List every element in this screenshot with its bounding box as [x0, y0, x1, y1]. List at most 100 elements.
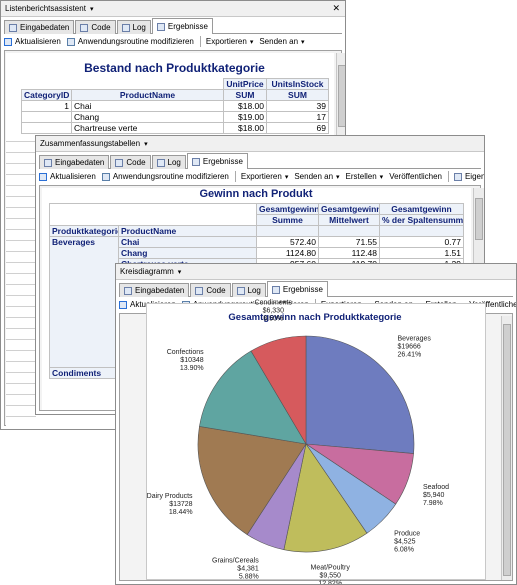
- data-cell: $18.00: [223, 122, 267, 134]
- toolbar-button[interactable]: Anwendungsroutine modifizieren: [66, 37, 194, 46]
- grid-line: [6, 240, 36, 241]
- tab[interactable]: Log: [231, 283, 266, 297]
- data-cell: 572.40: [256, 236, 319, 248]
- dropdown-arrow[interactable]: ▾: [89, 6, 94, 13]
- slice-label: 5.88%: [239, 574, 259, 581]
- button-label: Anwendungsroutine modifizieren: [112, 172, 229, 181]
- grid-line: [6, 350, 36, 351]
- data-cell: 1: [21, 100, 72, 112]
- report-title: Bestand nach Produktkategorie: [84, 61, 265, 75]
- report-table: UnitPrice UnitsInStock CategoryID ProductNa…: [21, 78, 329, 134]
- grid-line: [6, 251, 36, 252]
- header-row: Gesamtgewinn Gesamtgewinn Gesamtgewinn: [49, 203, 464, 226]
- separator: [199, 36, 201, 47]
- header-cell: Gesamtgewinn: [256, 203, 319, 215]
- dropdown-arrow: ▾: [301, 38, 305, 46]
- toolbar-button[interactable]: Eigenschaften: [453, 172, 484, 181]
- button-label: Aktualisieren: [15, 37, 61, 46]
- tab-label: Ergebnisse: [167, 22, 208, 31]
- dropdown-arrow: ▾: [379, 173, 384, 181]
- tab[interactable]: Eingabedaten: [119, 283, 190, 297]
- tab[interactable]: Code: [110, 155, 151, 169]
- tab-icon: [156, 22, 165, 31]
- tab-icon: [9, 23, 17, 32]
- slice-label: Produce: [394, 530, 420, 537]
- slice-label: $19666: [397, 343, 420, 350]
- dropdown-arrow: ▾: [336, 173, 340, 181]
- tab[interactable]: Code: [190, 283, 231, 297]
- dropdown-arrow[interactable]: ▾: [177, 269, 182, 276]
- chart-title: Gesamtgewinn nach Produktkategorie: [228, 312, 401, 323]
- grid-line: [6, 207, 36, 208]
- header-cell: Gesamtgewinn: [318, 203, 380, 215]
- grid-line: [6, 174, 36, 175]
- tab[interactable]: Log: [151, 155, 186, 169]
- header-row: Produktkategorie ProductName: [49, 225, 464, 237]
- slice-label: Dairy Products: [147, 493, 193, 500]
- grid-line: [6, 185, 36, 186]
- tab[interactable]: Eingabedaten: [4, 20, 75, 34]
- window: Kreisdiagramm ▾ Eingabedaten Code Log Ergebni…: [115, 263, 517, 585]
- slice-label: $5,940: [423, 492, 445, 499]
- slice-label: 6.08%: [394, 546, 414, 553]
- button-label: Senden an: [294, 172, 334, 181]
- data-cell: 71.55: [318, 236, 380, 248]
- data-cell: Chartreuse verte: [71, 122, 224, 134]
- button-label: Anwendungsroutine modifizieren: [77, 37, 194, 46]
- pie-slice: [283, 443, 368, 553]
- dropdown-arrow[interactable]: ▾: [144, 141, 148, 148]
- toolbar-button[interactable]: Senden an▾: [259, 37, 304, 46]
- toolbar-button[interactable]: Veröffentlichen: [469, 300, 517, 309]
- toolbar-button[interactable]: Senden an▾: [294, 172, 339, 181]
- tab-label: Log: [247, 286, 261, 295]
- data-cell: 69: [266, 122, 329, 134]
- toolbar-button[interactable]: Veröffentlichen: [389, 172, 442, 181]
- toolbar-button[interactable]: Anwendungsroutine modifizieren: [101, 172, 229, 181]
- data-row: Chartreuse verte $18.00 69: [21, 122, 329, 134]
- slice-label: $4,381: [237, 566, 259, 573]
- toolbar-button[interactable]: Exportieren▾: [241, 172, 288, 181]
- title-bar: Listenberichtsassistent ▾ ✕: [1, 1, 345, 17]
- tab[interactable]: Eingabedaten: [39, 155, 110, 169]
- slice-label: $9,550: [319, 573, 341, 580]
- scroll-thumb[interactable]: [338, 65, 345, 127]
- tab-icon: [124, 286, 132, 295]
- header-cell: UnitsInStock: [266, 78, 329, 90]
- tab[interactable]: Log: [116, 20, 151, 34]
- tab[interactable]: Ergebnisse: [266, 281, 328, 297]
- header-cell: % der Spaltensumme: [379, 214, 464, 226]
- grid-line: [6, 383, 36, 384]
- title-bar: Kreisdiagramm ▾: [116, 264, 516, 280]
- header-cell: SUM: [266, 89, 329, 101]
- toolbar-button[interactable]: Aktualisieren: [4, 37, 61, 46]
- scroll-thumb[interactable]: [503, 324, 511, 576]
- toolbar-button[interactable]: Exportieren▾: [206, 37, 253, 46]
- toolbar-button[interactable]: Aktualisieren: [39, 172, 96, 181]
- tab-icon: [121, 23, 130, 32]
- header-cell: ProductName: [71, 89, 224, 101]
- tab-label: Ergebnisse: [202, 157, 243, 166]
- slice-label: $6,330: [263, 307, 285, 314]
- grid-line: [6, 196, 36, 197]
- category-cell: Beverages: [49, 236, 119, 368]
- button-label: Veröffentlichen: [469, 300, 517, 309]
- tab[interactable]: Code: [75, 20, 116, 34]
- slice-label: Condiments: [255, 299, 293, 306]
- grid-line: [6, 218, 36, 219]
- header-cell: CategoryID: [21, 89, 72, 101]
- toolbar-button[interactable]: Erstellen▾: [346, 172, 384, 181]
- slice-label: Grains/Cereals: [212, 558, 259, 565]
- tab-label: Log: [167, 158, 181, 167]
- grid-line: [6, 405, 36, 406]
- tab[interactable]: Ergebnisse: [186, 153, 248, 169]
- button-label: Erstellen: [345, 172, 377, 181]
- toolbar: Aktualisieren Anwendungsroutine modifizie…: [39, 169, 484, 184]
- data-cell: [21, 111, 72, 123]
- scroll-thumb[interactable]: [475, 198, 483, 240]
- tab[interactable]: Ergebnisse: [151, 18, 213, 34]
- slice-label: $10348: [180, 357, 203, 364]
- tab-label: Code: [206, 286, 226, 295]
- slice-label: 26.41%: [397, 351, 421, 358]
- close-button[interactable]: ✕: [332, 3, 340, 13]
- scrollbar[interactable]: [501, 316, 512, 580]
